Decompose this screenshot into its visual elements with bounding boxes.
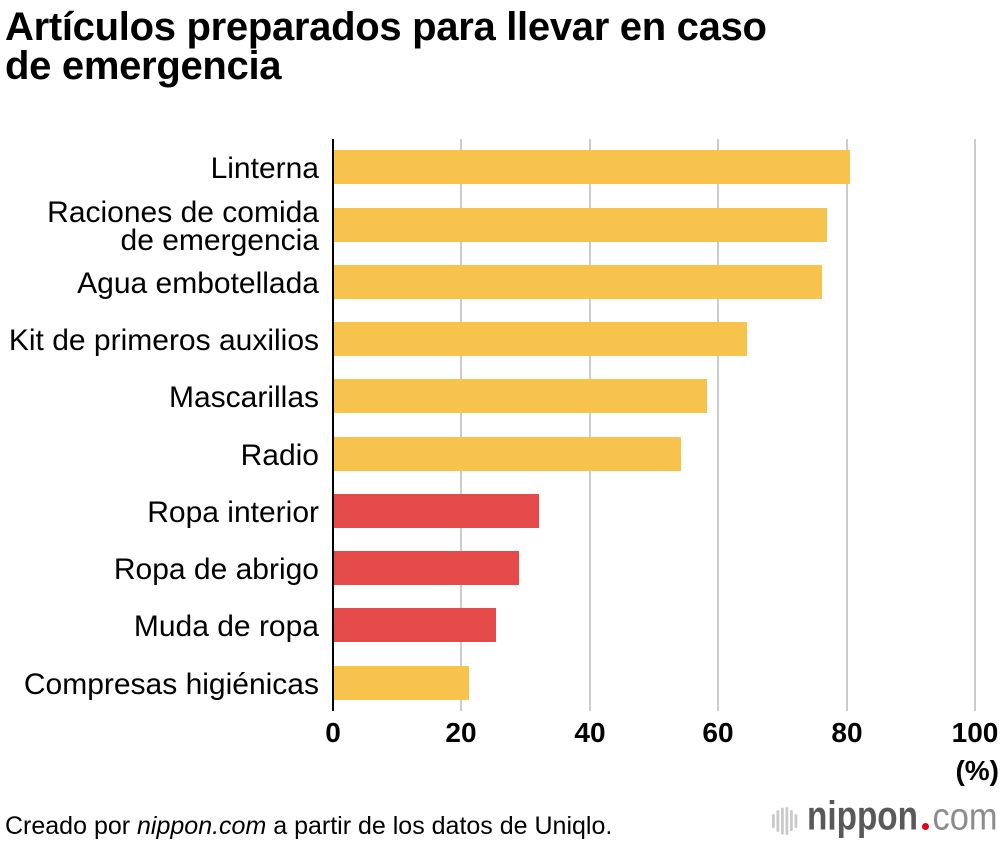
svg-text:nippon: nippon <box>807 798 918 839</box>
svg-text:com: com <box>933 798 998 839</box>
